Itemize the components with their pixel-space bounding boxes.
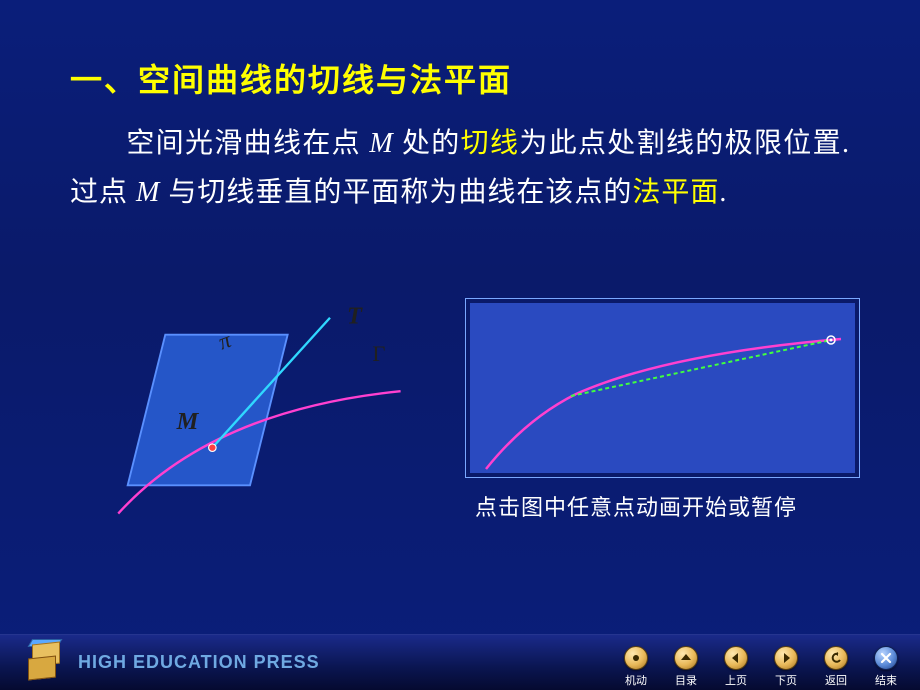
left-icon [724,646,748,670]
anim-curve [486,339,841,469]
body-text: 空间光滑曲线在点 M 处的切线为此点处割线的极限位置. 过点 M 与切线垂直的平… [70,119,850,217]
text-fragment: . [719,177,727,208]
text-fragment: 与切线垂直的平面称为曲线在该点的 [160,177,632,208]
keyword-tangent: 切线 [461,128,520,159]
label-T: T [347,302,363,329]
navbar: HIGH EDUCATION PRESS 机动 目录 上页 下页 返回 结束 [0,634,920,690]
up-icon [674,646,698,670]
label-M: M [176,408,200,435]
prev-button[interactable]: 上页 [716,646,756,688]
nav-buttons: 机动 目录 上页 下页 返回 结束 [616,646,906,688]
dot-icon [624,646,648,670]
nav-label: 目录 [675,672,697,688]
moving-point-inner [830,339,833,342]
keyword-normal-plane: 法平面 [632,177,719,208]
math-M: M [136,177,160,208]
normal-plane [128,335,288,486]
label-Gamma: Γ [372,341,385,366]
end-button[interactable]: 结束 [866,646,906,688]
next-button[interactable]: 下页 [766,646,806,688]
text-fragment: 空间光滑曲线在点 [126,128,369,159]
right-icon [774,646,798,670]
animation-caption: 点击图中任意点动画开始或暂停 [475,490,797,522]
math-M: M [369,128,393,159]
nav-label: 返回 [825,672,847,688]
nav-label: 机动 [625,672,647,688]
publisher-logo: HIGH EDUCATION PRESS [28,643,320,683]
section-title: 一、空间曲线的切线与法平面 [70,55,850,101]
secant-animation-panel[interactable] [465,298,860,478]
nav-label: 上页 [725,672,747,688]
back-button[interactable]: 返回 [816,646,856,688]
nav-label: 下页 [775,672,797,688]
x-icon [874,646,898,670]
text-fragment: 处的 [394,128,461,159]
toc-button[interactable]: 目录 [666,646,706,688]
publisher-name: HIGH EDUCATION PRESS [78,652,320,673]
uturn-icon [824,646,848,670]
record-button[interactable]: 机动 [616,646,656,688]
tangent-plane-diagram: T Γ π M [90,290,410,530]
nav-label: 结束 [875,672,897,688]
point-M [209,444,217,452]
secant-line [571,340,831,396]
box-icon [28,643,68,683]
